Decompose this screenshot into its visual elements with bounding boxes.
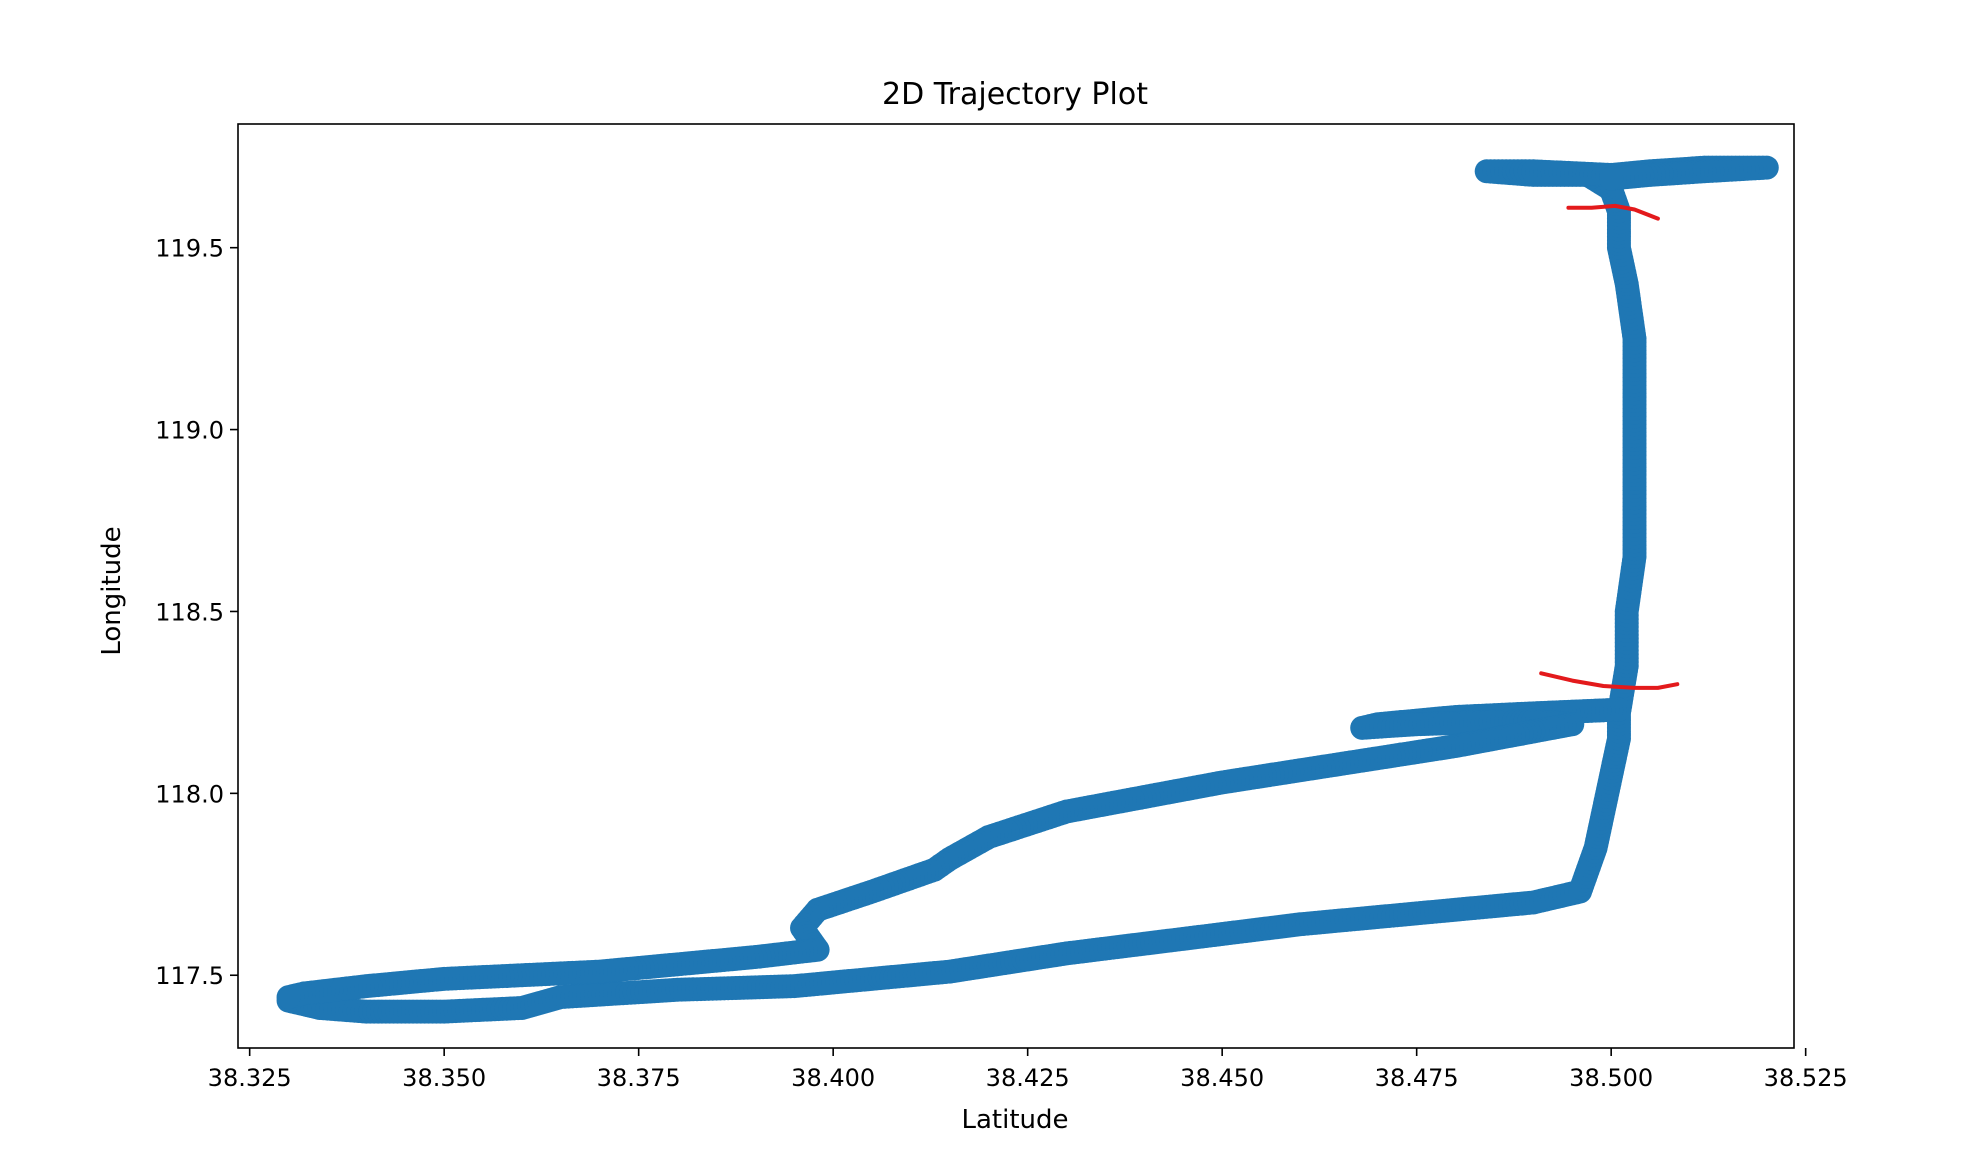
x-tick-label: 38.425 <box>986 1064 1070 1092</box>
x-tick-label: 38.400 <box>791 1064 875 1092</box>
y-axis-ticks: 117.5 118.0 118.5 119.0 119.5 <box>155 235 238 990</box>
x-tick-label: 38.475 <box>1375 1064 1459 1092</box>
x-tick-label: 38.450 <box>1180 1064 1264 1092</box>
y-tick-label: 118.0 <box>155 780 224 808</box>
x-axis-ticks: 38.325 38.350 38.375 38.400 38.425 38.450 38.4… <box>208 1048 1848 1092</box>
x-tick-label: 38.375 <box>597 1064 681 1092</box>
x-tick-label: 38.325 <box>208 1064 292 1092</box>
y-tick-label: 118.5 <box>155 598 224 626</box>
x-tick-label: 38.350 <box>402 1064 486 1092</box>
red-annotation-mark <box>1566 203 1660 221</box>
annotation-layer <box>1539 203 1680 690</box>
chart-title: 2D Trajectory Plot <box>882 77 1148 112</box>
y-tick-label: 119.0 <box>155 417 224 445</box>
trajectory-series <box>276 697 1631 1010</box>
data-layer <box>276 155 1779 1024</box>
trajectory-point <box>276 985 301 1010</box>
y-axis-label: Longitude <box>97 526 127 655</box>
x-axis-label: Latitude <box>961 1105 1068 1135</box>
red-annotation-mark <box>1539 671 1680 690</box>
y-tick-label: 117.5 <box>155 962 224 990</box>
x-tick-label: 38.500 <box>1569 1064 1653 1092</box>
x-tick-label: 38.525 <box>1764 1064 1848 1092</box>
y-tick-label: 119.5 <box>155 235 224 263</box>
trajectory-point <box>1599 166 1624 191</box>
trajectory-series <box>276 155 1779 1024</box>
plot-frame <box>237 123 1795 1049</box>
